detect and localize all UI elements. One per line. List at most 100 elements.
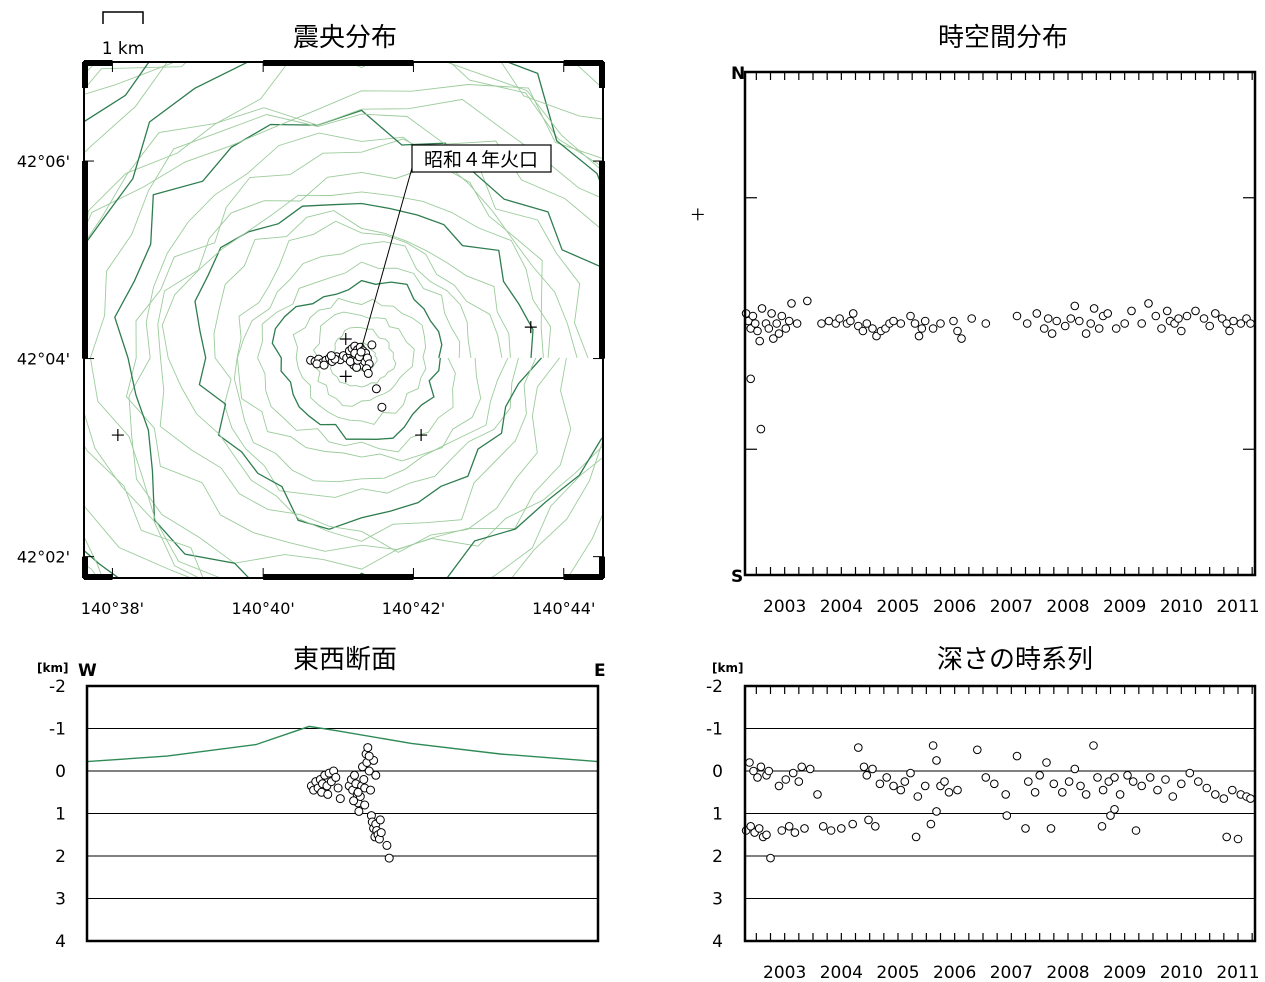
epicenter-point [377,402,387,412]
depth-time-point [756,762,766,772]
space-time-point [787,299,796,308]
map-frame-bar-top [263,60,414,66]
depth-time-point [1042,758,1051,767]
depth-time-point [781,775,791,784]
depth-time-y-tick-label: 3 [712,890,723,910]
depth-time-point [766,853,775,863]
contour-minor [292,297,427,425]
ew-section-point [363,743,373,753]
depth-time-x-tick-label: 2011 [1216,963,1259,982]
space-time-point [889,316,898,326]
space-time-point [1127,306,1136,316]
station-cross-marker [111,429,124,442]
space-time-x-tick-label: 2005 [876,597,919,617]
depth-time-ticks [755,686,1253,941]
depth-time-point [1110,773,1119,782]
contour-lines [84,62,603,578]
ew-section-y-tick-label: -2 [49,677,66,697]
ew-section-point [354,806,364,816]
epicenter-map-title: 震央分布 [293,23,397,53]
contour-minor [257,261,461,453]
depth-time-point [1070,764,1080,774]
depth-time-point [864,815,873,825]
map-frame-bar-left [82,62,88,88]
depth-time-point [928,741,938,750]
depth-time-point [973,745,982,755]
space-time-point [1111,324,1121,333]
space-time-point [772,319,782,328]
depth-time-y-tick-label: 0 [712,762,723,782]
map-x-tick-label: 140°40' [232,599,295,618]
depth-time-point [1012,751,1022,761]
space-time-point [781,324,791,333]
space-time-point [953,326,962,336]
map-frame-bar-left [82,556,88,578]
depth-time-point [1194,777,1203,786]
ew-section-y-tick-label: 0 [55,762,66,782]
depth-time-point [1115,790,1125,799]
space-time-x-tick-labels: 2003 2004 2005 2006 2007 2008 2009 2010 2011 [763,597,1260,617]
map-frame-bar-bottom [263,574,414,580]
ew-section-point [359,775,369,784]
depth-time-point [1185,768,1195,778]
depth-time-point [871,822,880,831]
map-frame-bar-left [82,161,88,359]
depth-time-point [981,773,991,782]
scale-bar-label: 1 km [102,39,145,59]
ew-section-y-tick-label: 1 [55,805,66,825]
depth-time-x-tick-label: 2008 [1046,963,1089,982]
depth-time-point [1106,811,1115,820]
space-time-point [1039,324,1049,333]
space-time-point [1032,309,1042,318]
ew-section-point [360,800,370,810]
depth-time-point [848,819,858,829]
station-cross-marker [415,429,428,442]
space-time-point [848,309,858,318]
depth-time-point [784,822,794,831]
depth-time-x-tick-label: 2005 [876,963,919,982]
station-cross-marker [691,208,704,221]
space-time-point [1066,314,1076,323]
epicenter-point [345,357,355,366]
space-time-point [764,324,774,333]
depth-time-point [1001,790,1011,799]
depth-time-x-tick-label: 2007 [990,963,1033,982]
depth-time-point [746,822,756,831]
space-time-point [936,319,945,328]
space-time-point [753,326,762,336]
contour-major [84,62,603,578]
space-time-point [846,316,855,326]
space-time-point [917,324,927,333]
depth-time-point [749,766,758,776]
map-frame-bar-bottom [563,574,603,580]
crater-leader-line [361,167,413,349]
depth-time-unit: [km] [712,661,743,675]
crater-annotation: 昭和４年火口 [361,144,552,349]
contour-minor [84,98,603,578]
depth-time-point [913,792,923,801]
ew-section-point [376,828,386,838]
space-time-point [1162,306,1172,316]
space-time-point [1174,314,1183,323]
map-y-tick-label: 42°04' [17,350,70,369]
map-x-tick-labels: 140°38' 140°40' 140°42' 140°44' [81,599,596,618]
depth-time-point [920,781,930,791]
depth-time-point [1228,785,1237,795]
scale-bar: 1 km [102,11,145,59]
space-time-x-tick-label: 2007 [990,597,1033,617]
depth-time-point [953,785,962,795]
space-time-point [896,319,906,328]
map-frame-bar-right [599,62,605,88]
space-time-point [817,319,826,328]
depth-time-point [911,832,921,842]
depth-time-point [896,785,906,795]
space-time-point [1177,326,1186,336]
map-y-tick-labels: 42°06' 42°04' 42°02' [17,152,70,567]
ew-section-y-tick-label: 2 [55,847,66,867]
depth-time-point [764,766,774,776]
depth-time-point [926,819,936,829]
space-time-point [1182,311,1192,321]
ew-section-point [364,766,374,776]
space-time-point [767,309,776,318]
depth-time-x-tick-label: 2003 [763,963,806,982]
